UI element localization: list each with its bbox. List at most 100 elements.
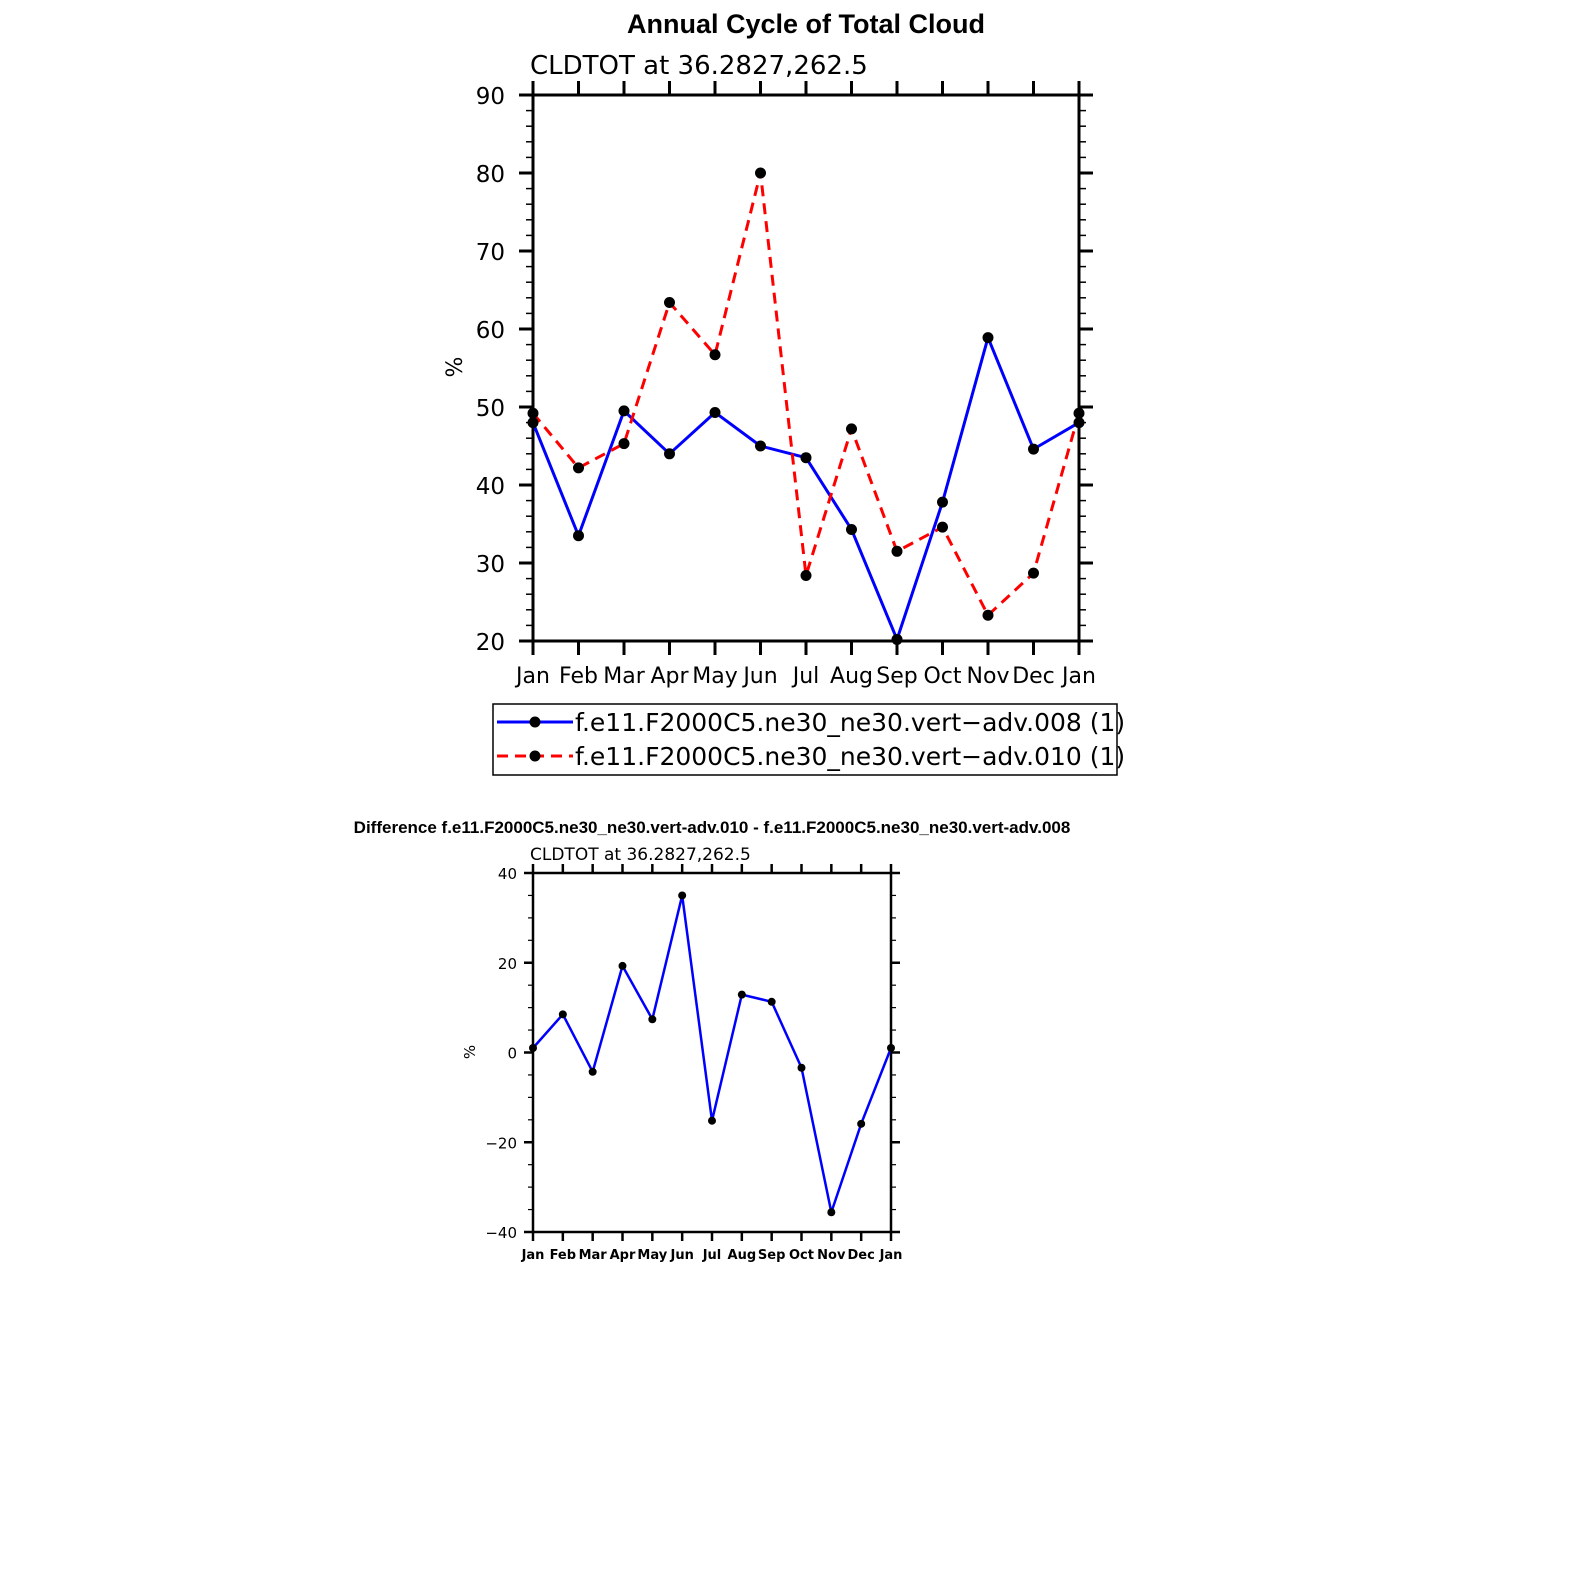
diff-chart-title: Difference f.e11.F2000C5.ne30_ne30.vert-…	[354, 818, 1071, 837]
diff-y-tick-label: 20	[498, 955, 517, 973]
diff-x-tick-label: Nov	[817, 1248, 846, 1263]
main-series-1-point	[891, 633, 903, 645]
legend-frame	[492, 703, 1118, 776]
main-x-tick-label: Nov	[967, 664, 1010, 689]
main-series-1-point	[1073, 417, 1085, 429]
main-series-1-point	[618, 405, 630, 417]
main-series-1-point	[527, 417, 539, 429]
diff-x-tick-label: Jun	[669, 1248, 693, 1263]
main-x-tick-label: Dec	[1012, 664, 1055, 689]
main-y-tick-label: 70	[476, 240, 505, 266]
main-series-1-point	[755, 440, 766, 452]
diff-series-1-point	[678, 891, 687, 900]
diff-chart-axes	[524, 864, 900, 1241]
diff-chart-ylabel: %	[461, 1045, 479, 1059]
main-series-2-point	[982, 609, 994, 621]
diff-x-tick-label: Mar	[579, 1248, 608, 1263]
diff-series-1-point	[618, 961, 627, 970]
main-chart-ylabel: %	[443, 357, 468, 378]
legend-marker-series-2	[529, 750, 541, 762]
diff-x-tick-label: Jan	[879, 1248, 903, 1263]
main-chart-axes	[519, 81, 1093, 655]
diff-x-tick-label: Oct	[789, 1248, 814, 1263]
diff-x-tick-label: Sep	[758, 1248, 786, 1263]
diff-series-1-point	[827, 1208, 836, 1217]
diff-series-1-point	[797, 1063, 806, 1072]
diff-y-tick-label: 0	[507, 1045, 517, 1063]
diff-x-tick-label: Apr	[610, 1248, 636, 1263]
main-series-1-point	[573, 530, 584, 542]
diff-y-tick-label: −20	[485, 1134, 517, 1152]
diff-series-1-point	[558, 1010, 567, 1019]
main-series-2-point	[1073, 407, 1085, 419]
main-y-tick-label: 90	[476, 84, 505, 110]
diff-series-1-point	[767, 997, 776, 1006]
main-x-tick-label: Mar	[603, 664, 645, 689]
main-series-2-point	[709, 349, 721, 361]
diff-plot-frame	[531, 871, 893, 1234]
diff-x-tick-label: May	[637, 1248, 667, 1263]
diff-series-1-point	[857, 1119, 866, 1128]
main-series-1-point	[800, 452, 812, 464]
diff-series-1-point	[737, 990, 746, 999]
diff-x-tick-label: Aug	[728, 1248, 757, 1263]
main-series-2-point	[846, 423, 857, 435]
main-y-tick-label: 30	[476, 552, 505, 578]
main-series-2-point	[573, 462, 584, 474]
main-y-tick-label: 20	[476, 630, 505, 656]
main-x-tick-label: Sep	[876, 664, 917, 689]
diff-y-tick-label: −40	[485, 1224, 517, 1242]
main-x-tick-label: Apr	[650, 664, 689, 689]
diff-series-1-line	[532, 894, 893, 1214]
legend-label-series-1: f.e11.F2000C5.ne30_ne30.vert−adv.008 (1)	[575, 708, 1125, 737]
main-x-tick-label: Feb	[559, 664, 598, 689]
diff-x-tick-label: Jul	[702, 1248, 722, 1263]
main-series-2-line	[531, 171, 1081, 617]
main-series-1-point	[664, 448, 675, 460]
main-series-1-line	[531, 336, 1080, 641]
main-series-1-point	[982, 332, 994, 344]
main-series-1-point	[937, 496, 948, 508]
legend-label-series-2: f.e11.F2000C5.ne30_ne30.vert−adv.010 (1)	[575, 742, 1125, 771]
diff-x-tick-label: Jan	[521, 1248, 545, 1263]
diff-series-1-point	[887, 1044, 895, 1053]
diff-x-tick-label: Dec	[848, 1248, 875, 1263]
main-y-tick-label: 60	[476, 318, 505, 344]
main-x-tick-label: May	[692, 664, 737, 689]
main-series-2-point	[891, 545, 903, 557]
diff-series-1-point	[529, 1044, 537, 1053]
main-y-tick-label: 40	[476, 474, 505, 500]
diff-series-1-point	[648, 1015, 657, 1024]
main-series-2-point	[800, 569, 812, 581]
diff-y-tick-label: 40	[498, 865, 517, 883]
main-chart-title: Annual Cycle of Total Cloud	[627, 9, 985, 39]
main-series-2-point	[527, 407, 539, 419]
main-chart-subtitle: CLDTOT at 36.2827,262.5	[530, 51, 868, 81]
diff-x-tick-label: Feb	[550, 1248, 576, 1263]
diff-series-1-point	[708, 1116, 716, 1125]
main-y-tick-label: 50	[476, 396, 505, 422]
diff-chart-subtitle: CLDTOT at 36.2827,262.5	[530, 845, 751, 865]
main-series-2-point	[937, 521, 948, 533]
main-plot-frame	[531, 93, 1081, 643]
legend-marker-series-1	[529, 716, 541, 728]
main-x-tick-label: Aug	[830, 664, 873, 689]
main-series-2-point	[618, 438, 630, 450]
main-series-1-point	[709, 406, 721, 418]
main-chart-tick-labels: Jan Feb Mar Apr May Jun Jul Aug Sep Oct Nov Dec Jan2…	[476, 84, 1096, 689]
diff-chart-series	[529, 891, 895, 1217]
main-series-2-point	[755, 167, 766, 179]
main-x-tick-label: Jan	[514, 664, 550, 689]
diff-chart-tick-labels: Jan Feb Mar Apr May Jun Jul Aug Sep Oct Nov Dec Jan−…	[485, 865, 902, 1263]
main-x-tick-label: Jan	[1060, 664, 1096, 689]
main-x-tick-label: Oct	[923, 664, 961, 689]
main-series-1-point	[1028, 443, 1039, 455]
main-series-2-point	[1028, 567, 1039, 579]
main-y-tick-label: 80	[476, 162, 505, 188]
main-series-1-point	[846, 523, 857, 535]
main-chart-series	[527, 167, 1085, 645]
main-series-2-point	[664, 296, 675, 308]
main-x-tick-label: Jul	[791, 664, 820, 689]
legend: f.e11.F2000C5.ne30_ne30.vert−adv.008 (1)…	[492, 703, 1125, 776]
